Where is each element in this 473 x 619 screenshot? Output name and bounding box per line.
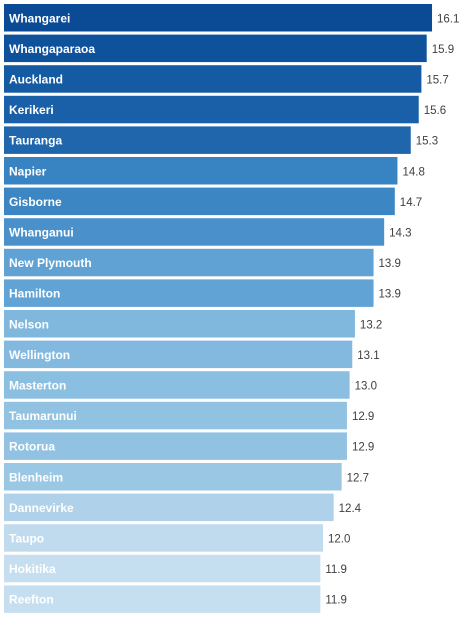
bar-group-whanganui: Whanganui 14.3 xyxy=(4,218,412,246)
bar xyxy=(4,463,342,491)
bar xyxy=(4,126,411,154)
category-label: Rotorua xyxy=(9,440,55,454)
value-label: 12.7 xyxy=(347,472,369,484)
bar xyxy=(4,401,347,430)
bar-group-taumarunui: Taumarunui 12.9 xyxy=(4,401,374,430)
value-label: 15.7 xyxy=(426,74,448,86)
bar xyxy=(4,4,433,32)
bar xyxy=(4,310,355,338)
bar-group-whangarei: Whangarei 16.1 xyxy=(4,4,459,32)
bar-group-rotorua: Rotorua 12.9 xyxy=(4,432,374,460)
value-label: 13.2 xyxy=(360,319,382,331)
bar xyxy=(4,524,324,552)
value-label: 14.7 xyxy=(400,197,422,209)
category-label: Napier xyxy=(9,164,47,178)
value-label: 15.3 xyxy=(416,136,438,148)
bar-group-reefton: Reefton 11.9 xyxy=(4,585,347,613)
value-label: 14.3 xyxy=(389,227,411,239)
bar-group-hamilton: Hamilton 13.9 xyxy=(4,279,401,307)
category-label: Hokitika xyxy=(9,562,56,576)
bar xyxy=(4,248,374,277)
category-label: Nelson xyxy=(9,317,49,331)
bar xyxy=(4,371,350,399)
value-label: 11.9 xyxy=(325,595,347,607)
value-label: 14.8 xyxy=(402,166,424,178)
bar-group-wellington: Wellington 13.1 xyxy=(4,340,380,369)
bar xyxy=(4,554,321,583)
bar xyxy=(4,34,427,63)
value-label: 13.1 xyxy=(357,350,379,362)
category-label: Taupo xyxy=(9,531,44,545)
category-label: Blenheim xyxy=(9,470,63,484)
category-label: Whangarei xyxy=(9,11,70,25)
bar-group-tauranga: Tauranga 15.3 xyxy=(4,126,438,154)
category-label: New Plymouth xyxy=(9,256,92,270)
bar-group-blenheim: Blenheim 12.7 xyxy=(4,463,369,491)
value-label: 12.4 xyxy=(339,503,362,515)
category-label: Whangaparaoa xyxy=(9,42,95,56)
value-label: 15.9 xyxy=(432,44,454,56)
bar xyxy=(4,95,419,124)
category-label: Whanganui xyxy=(9,225,74,239)
bar xyxy=(4,218,385,246)
category-label: Dannevirke xyxy=(9,501,74,515)
bar-group-taupo: Taupo 12.0 xyxy=(4,524,350,552)
category-label: Taumarunui xyxy=(9,409,77,423)
bar xyxy=(4,157,398,185)
value-label: 13.9 xyxy=(379,289,401,301)
bar-group-gisborne: Gisborne 14.7 xyxy=(4,187,422,216)
category-label: Auckland xyxy=(9,72,63,86)
value-label: 16.1 xyxy=(437,13,459,25)
bar-group-whangaparaoa: Whangaparaoa 15.9 xyxy=(4,34,454,63)
bar-group-nelson: Nelson 13.2 xyxy=(4,310,382,338)
category-label: Masterton xyxy=(9,378,66,392)
bar-group-auckland: Auckland 15.7 xyxy=(4,65,449,93)
value-label: 13.9 xyxy=(379,258,401,270)
bar xyxy=(4,187,395,216)
value-label: 13.0 xyxy=(355,380,377,392)
bar-group-napier: Napier 14.8 xyxy=(4,157,425,185)
value-label: 11.9 xyxy=(325,564,347,576)
category-label: Hamilton xyxy=(9,287,60,301)
bar xyxy=(4,585,321,613)
bar-group-masterton: Masterton 13.0 xyxy=(4,371,377,399)
bar xyxy=(4,340,353,369)
category-label: Wellington xyxy=(9,348,70,362)
bar xyxy=(4,432,347,460)
bar xyxy=(4,279,374,307)
value-label: 12.0 xyxy=(328,533,350,545)
value-label: 12.9 xyxy=(352,442,374,454)
bar-group-hokitika: Hokitika 11.9 xyxy=(4,554,347,583)
category-label: Kerikeri xyxy=(9,103,54,117)
category-label: Reefton xyxy=(9,593,54,607)
bar xyxy=(4,493,334,522)
value-label: 12.9 xyxy=(352,411,374,423)
bar-group-dannevirke: Dannevirke 12.4 xyxy=(4,493,362,522)
bar xyxy=(4,65,422,93)
bar-group-new-plymouth: New Plymouth 13.9 xyxy=(4,248,401,277)
value-label: 15.6 xyxy=(424,105,446,117)
bar-group-kerikeri: Kerikeri 15.6 xyxy=(4,95,446,124)
category-label: Gisborne xyxy=(9,195,62,209)
category-label: Tauranga xyxy=(9,134,62,148)
